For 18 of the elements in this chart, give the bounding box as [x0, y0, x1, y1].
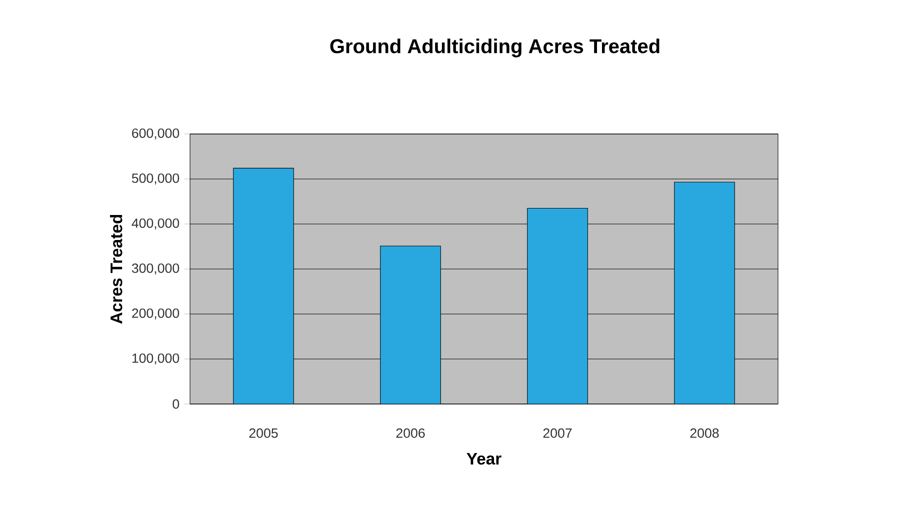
x-tick-label: 2006 — [396, 428, 425, 438]
x-tick-label: 2005 — [249, 428, 278, 438]
y-tick-label: 500,000 — [132, 173, 180, 185]
bar — [527, 208, 588, 404]
y-tick-label: 200,000 — [132, 308, 180, 320]
y-tick-label: 0 — [172, 399, 180, 409]
x-tick-label: 2008 — [690, 428, 719, 438]
bar — [233, 168, 294, 404]
y-tick-label: 400,000 — [132, 218, 180, 230]
y-tick-label: 600,000 — [132, 128, 180, 140]
y-tick-label: 100,000 — [132, 353, 180, 364]
y-tick-label: 300,000 — [132, 263, 180, 275]
x-tick-label: 2007 — [543, 428, 572, 438]
x-axis-title: Year — [466, 452, 502, 465]
bar — [674, 182, 735, 404]
bar — [380, 246, 441, 404]
chart-title: Ground Adulticiding Acres Treated — [330, 38, 660, 58]
y-axis-title: Acres Treated — [110, 214, 122, 324]
